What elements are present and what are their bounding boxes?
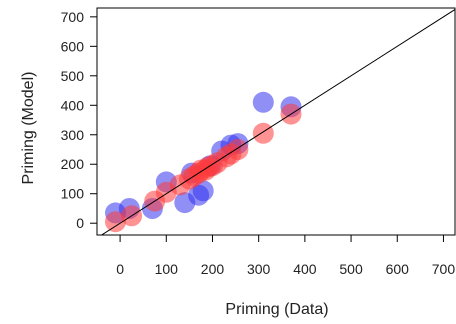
x-tick-label: 500	[339, 261, 363, 277]
y-tick-label: 500	[61, 68, 85, 84]
data-point	[252, 122, 274, 144]
y-axis-title: Priming (Model)	[20, 72, 37, 185]
x-tick-label: 300	[247, 261, 271, 277]
y-tick-label: 400	[61, 97, 85, 113]
y-tick-label: 200	[61, 156, 85, 172]
y-tick-label: 0	[76, 215, 84, 231]
data-point	[227, 139, 249, 160]
plot-frame	[96, 7, 456, 236]
x-tick-label: 600	[386, 261, 410, 277]
x-axis-title: Priming (Data)	[225, 301, 328, 318]
x-axis: 0 100 200 300 400 500 600 700	[116, 235, 455, 277]
x-tick-label: 0	[116, 261, 124, 277]
x-tick-label: 400	[293, 261, 317, 277]
data-point	[105, 211, 126, 233]
data-point	[252, 91, 274, 113]
y-tick-label: 700	[61, 9, 85, 25]
y-axis: 0 100 200 300 400 500 600 700	[61, 9, 97, 231]
series-1	[105, 103, 302, 233]
x-tick-label: 200	[201, 261, 225, 277]
x-tick-label: 100	[155, 261, 179, 277]
y-tick-label: 100	[61, 186, 85, 202]
plot-points	[105, 91, 302, 233]
y-tick-label: 600	[61, 38, 85, 54]
y-tick-label: 300	[61, 127, 85, 143]
x-tick-label: 700	[432, 261, 456, 277]
identity-line	[100, 8, 455, 235]
series-0	[105, 91, 302, 224]
